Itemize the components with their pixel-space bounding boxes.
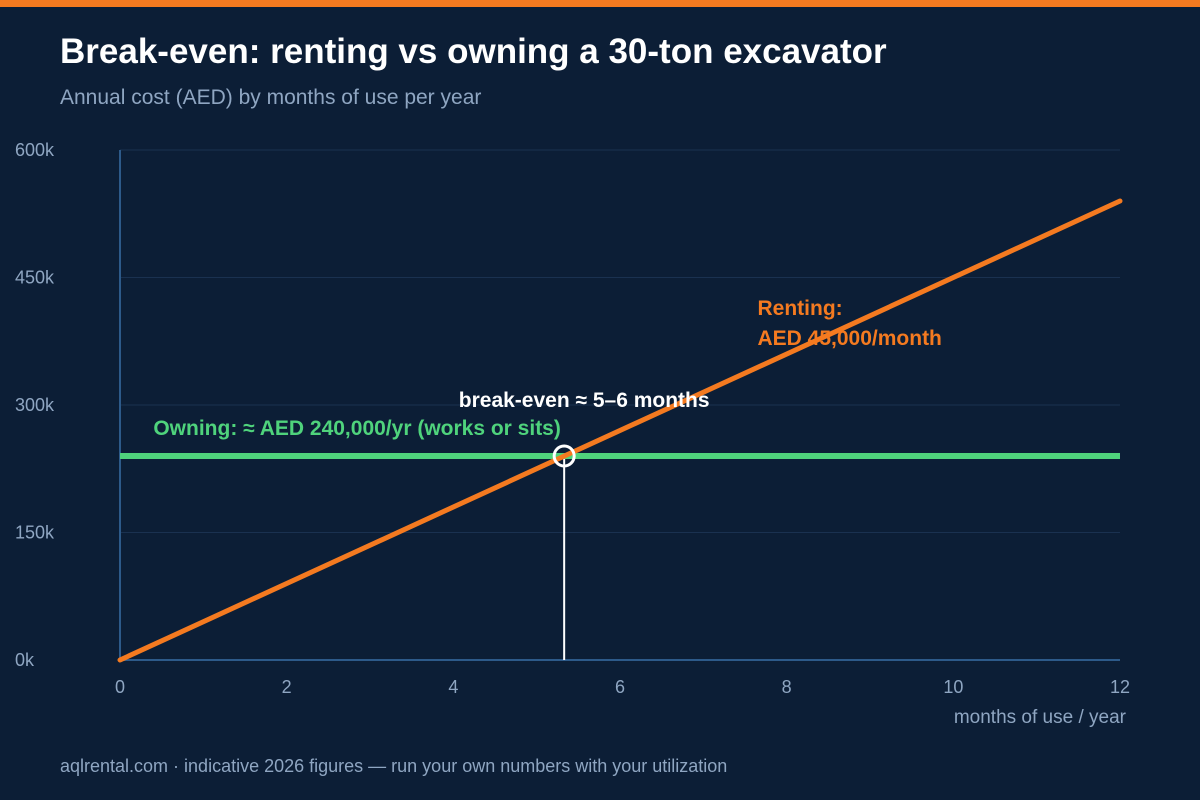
y-tick-label: 450k bbox=[15, 268, 55, 288]
y-tick-label: 600k bbox=[15, 140, 55, 160]
breakeven-annotation: break-even ≈ 5–6 months bbox=[459, 389, 710, 412]
x-tick-label: 2 bbox=[282, 677, 292, 697]
x-tick-label: 10 bbox=[943, 677, 963, 697]
x-tick-label: 12 bbox=[1110, 677, 1130, 697]
renting-annotation-line2: AED 45,000/month bbox=[758, 327, 942, 350]
x-tick-label: 4 bbox=[448, 677, 458, 697]
x-axis-ticks: 0 2 4 6 8 10 12 bbox=[115, 677, 1130, 697]
breakeven-marker bbox=[552, 444, 576, 468]
renting-annotation-line1: Renting: bbox=[758, 297, 843, 320]
y-tick-label: 0k bbox=[15, 650, 35, 670]
x-tick-label: 6 bbox=[615, 677, 625, 697]
owning-annotation: Owning: ≈ AED 240,000/yr (works or sits) bbox=[153, 417, 561, 440]
y-tick-label: 150k bbox=[15, 523, 55, 543]
x-tick-label: 0 bbox=[115, 677, 125, 697]
x-axis-label: months of use / year bbox=[954, 707, 1127, 728]
chart-subtitle: Annual cost (AED) by months of use per y… bbox=[60, 86, 482, 109]
footer-note: aqlrental.com · indicative 2026 figures … bbox=[60, 756, 728, 776]
chart-title: Break-even: renting vs owning a 30-ton e… bbox=[60, 32, 887, 71]
renting-series-line bbox=[117, 198, 1123, 663]
x-tick-label: 8 bbox=[782, 677, 792, 697]
y-tick-label: 300k bbox=[15, 395, 55, 415]
top-accent-bar bbox=[0, 0, 1200, 7]
y-axis-ticks: 0k 150k 300k 450k 600k bbox=[15, 140, 55, 670]
